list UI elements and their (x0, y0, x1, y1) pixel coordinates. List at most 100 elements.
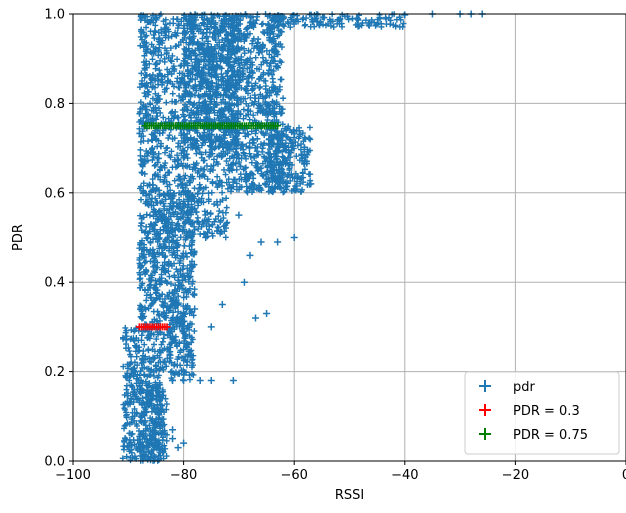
data-point (193, 150, 200, 157)
data-point (186, 52, 193, 59)
data-point (155, 105, 162, 112)
y-tick-label: 0.6 (44, 186, 65, 201)
data-point (127, 336, 134, 343)
data-point (141, 52, 148, 59)
data-point (215, 33, 222, 40)
data-point (230, 179, 237, 186)
data-point (187, 11, 194, 18)
data-point (273, 133, 280, 140)
data-point (249, 100, 256, 107)
data-point (166, 307, 173, 314)
data-point (170, 309, 177, 316)
data-point (171, 326, 178, 333)
data-point (174, 247, 181, 254)
data-point (237, 163, 244, 170)
legend-marker (479, 404, 491, 416)
data-point (154, 127, 161, 134)
data-point (166, 169, 173, 176)
data-point (322, 22, 329, 29)
data-point (247, 108, 254, 115)
data-point (125, 401, 132, 408)
data-point (189, 336, 196, 343)
data-point (273, 117, 280, 124)
data-point (156, 236, 163, 243)
data-point (198, 142, 205, 149)
data-point (293, 127, 300, 134)
data-point (286, 165, 293, 172)
data-point (355, 12, 362, 19)
data-point (143, 32, 150, 39)
data-point (130, 335, 137, 342)
data-point (174, 75, 181, 82)
data-point (147, 101, 154, 108)
data-point (185, 351, 192, 358)
data-point (159, 262, 166, 269)
data-point (207, 137, 214, 144)
data-point (139, 356, 146, 363)
data-point (146, 355, 153, 362)
data-point (254, 167, 261, 174)
data-point (269, 71, 276, 78)
legend-label: PDR = 0.75 (513, 428, 588, 443)
data-point (252, 144, 259, 151)
data-point (251, 314, 259, 322)
data-point (137, 302, 144, 309)
data-point (225, 176, 232, 183)
data-point (148, 107, 155, 114)
data-point (180, 377, 188, 385)
data-point (137, 42, 144, 49)
data-point (265, 149, 272, 156)
data-point (170, 245, 177, 252)
data-point (143, 444, 150, 450)
data-point (231, 17, 238, 24)
data-point (131, 327, 138, 334)
data-point (141, 66, 148, 73)
data-point (291, 130, 298, 137)
data-point (180, 439, 188, 447)
data-point (153, 14, 160, 21)
data-point (140, 455, 147, 462)
data-point (152, 296, 159, 303)
data-point (184, 216, 191, 223)
data-point (162, 269, 169, 276)
data-point (147, 239, 154, 246)
data-point (210, 162, 217, 169)
data-point (223, 220, 230, 227)
data-point (143, 190, 150, 197)
data-point (246, 251, 254, 259)
data-point (276, 83, 283, 90)
data-point (155, 372, 162, 379)
data-point (231, 27, 238, 34)
data-point (277, 76, 284, 83)
data-point (207, 143, 214, 150)
x-tick-label: −100 (55, 468, 91, 483)
data-point (189, 356, 196, 363)
data-point (191, 223, 198, 230)
data-point (183, 182, 190, 189)
data-point (245, 79, 252, 86)
data-point (155, 359, 162, 366)
data-point (214, 173, 221, 180)
data-point (134, 422, 141, 429)
data-point (158, 217, 165, 224)
data-point (136, 185, 143, 192)
data-point (211, 21, 218, 28)
data-point (247, 48, 254, 55)
data-point (202, 234, 210, 241)
data-point (167, 221, 174, 228)
data-point (280, 22, 287, 29)
data-point (253, 148, 260, 155)
data-point (273, 178, 280, 185)
data-point (233, 133, 240, 140)
data-point (191, 291, 198, 298)
data-point (273, 91, 280, 98)
data-point (260, 28, 267, 35)
data-point (171, 290, 178, 297)
data-point (159, 79, 166, 86)
data-point (216, 107, 223, 114)
data-point (181, 289, 188, 296)
data-point (158, 76, 165, 83)
data-point (169, 426, 177, 434)
data-point (140, 180, 147, 187)
